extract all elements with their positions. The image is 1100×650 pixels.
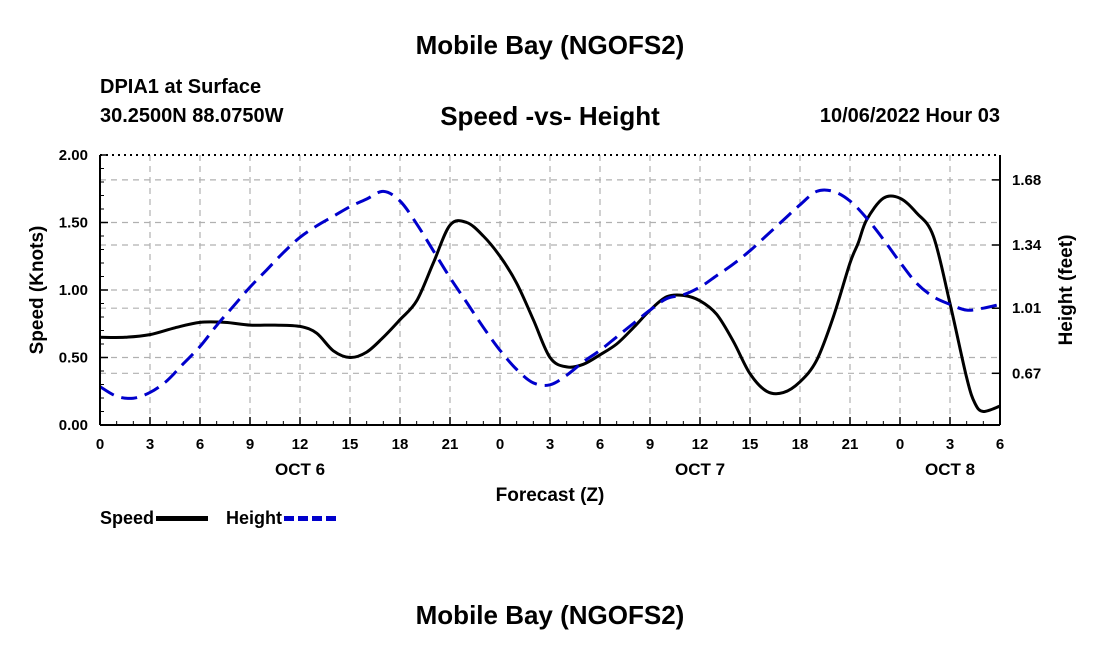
y-tick-label: 2.00 [59, 147, 88, 164]
page-title: Mobile Bay (NGOFS2) [415, 30, 685, 60]
y2-axis-label: Height (feet) [1056, 235, 1077, 346]
x-tick-label: 18 [392, 436, 409, 453]
y-tick-label: 0.00 [59, 417, 88, 434]
x-tick-label: 9 [646, 436, 654, 453]
gridlines [100, 155, 1000, 425]
y2-tick-label: 1.68 [1012, 172, 1041, 189]
x-tick-label: 21 [842, 436, 859, 453]
axis-labels: 0 3 6 9 12 15 18 21 0 3 6 9 12 15 18 21 0 3 6 OCT 6 OCT 7 OCT… [27, 147, 1077, 506]
legend-label-speed: Speed [100, 508, 155, 528]
legend-item-height: Height [226, 508, 337, 529]
y-axis-label: Speed (Knots) [27, 226, 48, 355]
x-tick-label: 6 [996, 436, 1004, 453]
legend-item-speed: Speed [100, 508, 209, 529]
series-layer [99, 188, 1001, 413]
y2-tick-label: 1.01 [1012, 300, 1041, 317]
x-tick-label: 3 [146, 436, 154, 453]
y2-tick-label: 0.67 [1012, 365, 1041, 382]
x-tick-label: 15 [342, 436, 359, 453]
height-series-line [99, 188, 1001, 400]
x-tick-label: 3 [946, 436, 954, 453]
x-tick-label: 3 [546, 436, 554, 453]
x-tick-label: 18 [792, 436, 809, 453]
speed-series-line [99, 194, 1001, 413]
date-label: OCT 8 [925, 460, 975, 479]
x-axis-label: Forecast (Z) [496, 485, 605, 506]
x-tick-label: 6 [596, 436, 604, 453]
coordinates-label: 30.2500N 88.0750W [100, 105, 284, 127]
y-tick-label: 1.50 [59, 215, 88, 232]
station-label: DPIA1 at Surface [100, 76, 262, 98]
x-tick-label: 21 [442, 436, 459, 453]
date-label: OCT 7 [675, 460, 725, 479]
forecast-date-label: 10/06/2022 Hour 03 [819, 105, 1000, 127]
axes [99, 154, 1001, 426]
y2-tick-label: 1.34 [1012, 237, 1042, 254]
x-tick-label: 9 [246, 436, 254, 453]
legend: Speed Height [100, 508, 354, 529]
legend-label-height: Height [226, 508, 283, 528]
x-tick-label: 12 [292, 436, 309, 453]
x-tick-label: 12 [692, 436, 709, 453]
x-tick-label: 6 [196, 436, 204, 453]
y-tick-label: 0.50 [59, 350, 88, 367]
x-tick-label: 15 [742, 436, 759, 453]
date-label: OCT 6 [275, 460, 325, 479]
x-tick-label: 0 [496, 436, 504, 453]
footer-title: Mobile Bay (NGOFS2) [415, 600, 685, 630]
x-tick-label: 0 [896, 436, 904, 453]
legend-swatch-height [284, 516, 337, 521]
legend-swatch-speed [156, 516, 209, 521]
x-tick-label: 0 [96, 436, 104, 453]
y-tick-label: 1.00 [59, 282, 88, 299]
chart-title: Speed -vs- Height [440, 101, 660, 131]
